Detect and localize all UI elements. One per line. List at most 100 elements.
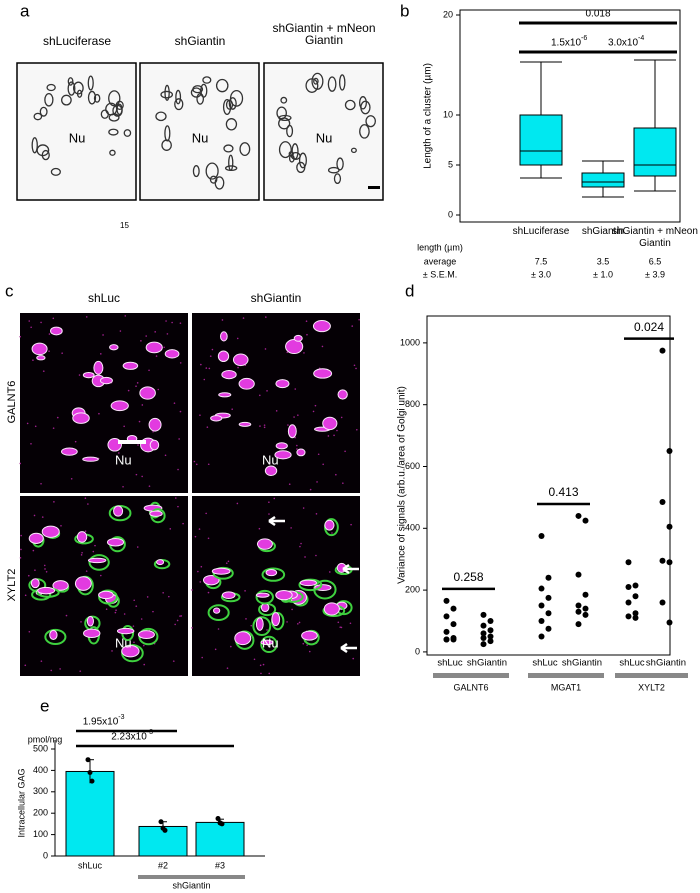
y-tick-label: 0 <box>43 850 48 860</box>
speckle <box>40 482 42 485</box>
data-point <box>538 602 545 609</box>
golgi-blob <box>112 104 123 117</box>
data-point <box>582 591 589 598</box>
magenta-signal <box>30 578 40 589</box>
magenta-signal <box>221 369 237 380</box>
y-tick-label: 100 <box>33 829 48 839</box>
speckle <box>19 335 22 338</box>
golgi-blob <box>67 77 74 86</box>
annotation: 1.5x10 <box>551 38 581 49</box>
green-signal <box>44 628 67 646</box>
speckle <box>32 359 34 361</box>
data-point <box>582 605 589 612</box>
speckle <box>316 481 318 483</box>
speckle <box>203 378 206 381</box>
x-tick-label: shGiantin <box>467 658 507 669</box>
speckle <box>154 331 156 333</box>
golgi-blob <box>76 89 83 98</box>
speckle <box>195 463 198 466</box>
speckle <box>85 570 88 572</box>
speckle <box>133 641 135 644</box>
magenta-signal <box>312 319 331 333</box>
speckle <box>356 428 358 431</box>
data-point <box>632 582 639 589</box>
data-point <box>666 523 673 530</box>
speckle <box>146 596 149 598</box>
row-title: XYLT2 <box>6 569 18 602</box>
data-point <box>666 448 673 455</box>
speckle <box>123 425 125 428</box>
speckle <box>300 542 302 545</box>
data-point <box>443 597 450 604</box>
green-signal <box>252 616 272 637</box>
data-point <box>487 627 494 634</box>
x-tick-label: #2 <box>158 860 168 870</box>
speckle <box>230 645 232 648</box>
speckle <box>268 462 271 464</box>
speckle <box>102 334 104 336</box>
speckle <box>136 382 139 384</box>
magenta-signal <box>234 631 252 646</box>
data-point <box>659 557 666 564</box>
speckle <box>20 548 22 551</box>
speckle <box>268 672 271 675</box>
speckle <box>296 448 298 450</box>
golgi-blob <box>239 142 251 157</box>
y-tick-label: 200 <box>405 584 420 594</box>
annotation-exponent: -3 <box>147 729 153 736</box>
speckle <box>100 574 102 577</box>
annotation-exponent: -3 <box>118 714 124 721</box>
bar <box>195 821 245 857</box>
golgi-blob <box>298 152 307 169</box>
speckle <box>286 621 288 623</box>
golgi-blob <box>67 81 76 96</box>
speckle <box>169 528 172 530</box>
micrograph <box>263 62 384 201</box>
golgi-blob <box>174 98 184 111</box>
speckle <box>40 660 43 662</box>
data-point <box>162 827 168 833</box>
magenta-signal <box>49 629 58 640</box>
speckle <box>245 618 247 620</box>
data-point <box>480 635 487 642</box>
speckle <box>198 528 201 530</box>
data-point <box>443 628 450 635</box>
table-row-label: average <box>424 256 457 266</box>
speckle <box>297 623 299 625</box>
table-cell: 6.5 <box>649 256 662 266</box>
box <box>633 127 677 177</box>
magenta-signal <box>296 448 306 457</box>
magenta-signal <box>164 349 180 359</box>
table-cell: ± 3.0 <box>531 269 551 279</box>
golgi-blob <box>280 96 288 104</box>
speckle <box>148 485 151 487</box>
y-tick-label: 300 <box>33 786 48 796</box>
speckle <box>264 348 267 350</box>
speckle <box>308 650 311 653</box>
magenta-signal <box>260 639 274 646</box>
nucleus-label: Nu <box>316 130 333 145</box>
data-point <box>87 770 93 776</box>
speckle <box>205 367 208 369</box>
golgi-blob <box>87 75 94 91</box>
speckle <box>208 367 211 370</box>
speckle <box>299 545 301 548</box>
p-value: 0.413 <box>548 485 578 499</box>
speckle <box>118 452 120 454</box>
group-label: shGiantin <box>172 880 210 890</box>
speckle <box>293 416 295 418</box>
magenta-signal <box>41 525 60 538</box>
data-point <box>659 499 666 506</box>
speckle <box>50 669 53 672</box>
speckle <box>333 434 335 437</box>
speckle <box>200 363 202 366</box>
magenta-signal <box>301 630 318 641</box>
speckle <box>175 497 177 499</box>
golgi-blob <box>155 111 167 122</box>
data-point <box>480 630 487 637</box>
data-point <box>625 584 632 591</box>
speckle <box>322 463 324 466</box>
data-point <box>575 512 582 519</box>
bar <box>65 770 115 857</box>
speckle <box>306 644 308 646</box>
